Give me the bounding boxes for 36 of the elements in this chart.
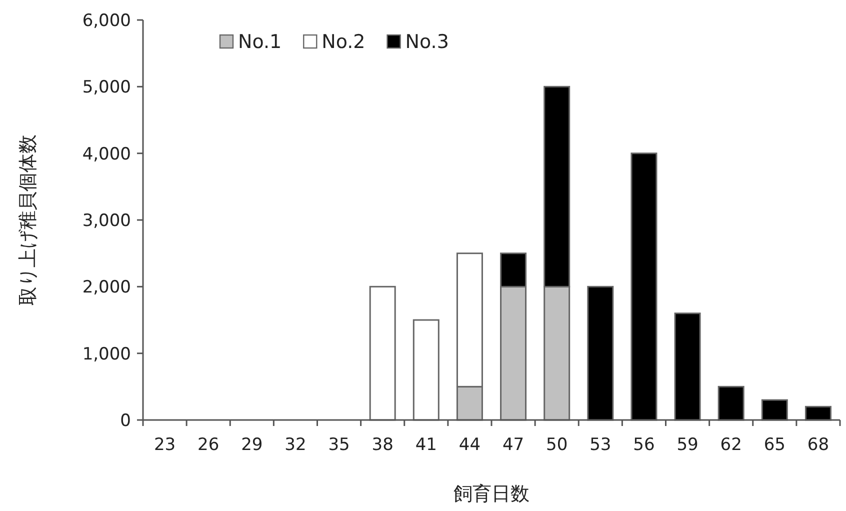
y-tick-label: 2,000 <box>82 278 131 298</box>
bar <box>674 312 701 421</box>
x-tick-label: 68 <box>807 435 830 455</box>
bar <box>412 319 440 421</box>
x-tick-label: 47 <box>502 435 524 455</box>
x-tick-label: 32 <box>284 435 306 455</box>
x-tick-label: 50 <box>546 435 568 455</box>
y-tick-label: 6,000 <box>82 11 131 31</box>
x-tick-label: 56 <box>633 435 655 455</box>
x-tick-label: 35 <box>328 435 350 455</box>
x-tick-label: 38 <box>372 435 394 455</box>
bar <box>587 286 614 421</box>
bar <box>630 152 658 421</box>
x-tick-label: 59 <box>676 435 698 455</box>
bar <box>804 406 832 421</box>
x-tick-label: 53 <box>590 435 612 455</box>
x-tick-label: 23 <box>154 435 176 455</box>
x-axis-title: 飼育日数 <box>454 483 530 505</box>
legend-label: No.1 <box>238 31 282 53</box>
y-tick-label: 1,000 <box>82 344 131 364</box>
y-tick-label: 5,000 <box>82 78 131 98</box>
x-tick-label: 44 <box>458 435 481 455</box>
x-tick-label: 62 <box>720 435 742 455</box>
bar <box>761 399 788 421</box>
legend-label: No.3 <box>405 31 449 53</box>
x-tick-label: 41 <box>415 435 437 455</box>
bar <box>369 286 396 421</box>
y-tick-label: 4,000 <box>82 144 131 164</box>
bar <box>718 386 744 421</box>
x-tick-label: 65 <box>764 435 786 455</box>
y-tick-label: 3,000 <box>82 211 131 231</box>
x-tick-label: 26 <box>198 435 220 455</box>
x-tick-label: 29 <box>241 435 263 455</box>
legend-label: No.2 <box>322 31 366 53</box>
y-axis-title: 取り上げ稚貝個体数 <box>17 134 39 306</box>
y-tick-label: 0 <box>120 411 131 431</box>
